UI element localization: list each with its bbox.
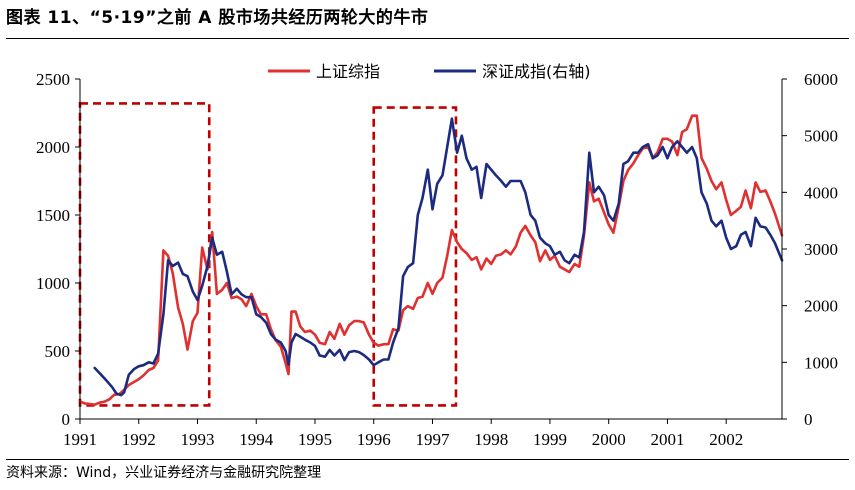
chart-title: 图表 11、“5·19”之前 A 股市场共经历两轮大的牛市 (6, 8, 429, 28)
highlight-boxes (78, 102, 458, 407)
x-tick-label: 1993 (180, 430, 214, 449)
x-tick-label: 1997 (415, 430, 450, 449)
x-tick-label: 2000 (592, 430, 626, 449)
y-right-tick-label: 3000 (804, 240, 838, 259)
series-lines (78, 114, 784, 406)
line-chart: 0 500 1000 1500 2000 2500 0 1000 2000 3000 4000 500… (36, 62, 838, 449)
legend-label-1: 上证综指 (316, 62, 380, 81)
chart-source: 资料来源：Wind，兴业证券经济与金融研究院整理 (6, 465, 322, 481)
y-right-tick-label: 4000 (804, 183, 838, 202)
y-right-tick-label: 5000 (804, 127, 838, 146)
axes (75, 78, 787, 424)
y-left-tick-label: 500 (45, 342, 71, 361)
y-right-tick-label: 2000 (804, 297, 838, 316)
highlight-box-2 (372, 106, 458, 407)
series-line-1 (78, 114, 784, 406)
x-tick-label: 2001 (650, 430, 684, 449)
x-tick-label: 1995 (298, 430, 332, 449)
x-tick-label: 1998 (474, 430, 508, 449)
x-tick-label: 1991 (63, 430, 97, 449)
y-left-tick-label: 2000 (36, 138, 70, 157)
y-left-tick-label: 1000 (36, 274, 70, 293)
y-right-tick-label: 0 (804, 410, 813, 429)
series-line-2 (93, 117, 784, 397)
y-left-tick-label: 1500 (36, 206, 70, 225)
x-tick-label: 2002 (709, 430, 743, 449)
x-tick-label: 1996 (357, 430, 391, 449)
tick-labels: 0 500 1000 1500 2000 2500 0 1000 2000 3000 4000 500… (36, 70, 838, 449)
x-tick-label: 1999 (533, 430, 567, 449)
highlight-box-1 (78, 102, 211, 407)
y-left-tick-label: 2500 (36, 70, 70, 89)
y-left-tick-label: 0 (62, 410, 71, 429)
y-right-tick-label: 6000 (804, 70, 838, 89)
legend-label-2: 深证成指(右轴) (482, 62, 591, 81)
y-right-tick-label: 1000 (804, 353, 838, 372)
x-tick-label: 1994 (239, 430, 274, 449)
x-tick-label: 1992 (122, 430, 156, 449)
title-divider (6, 38, 849, 39)
legend: 上证综指 深证成指(右轴) (268, 62, 591, 81)
source-divider (6, 459, 849, 460)
